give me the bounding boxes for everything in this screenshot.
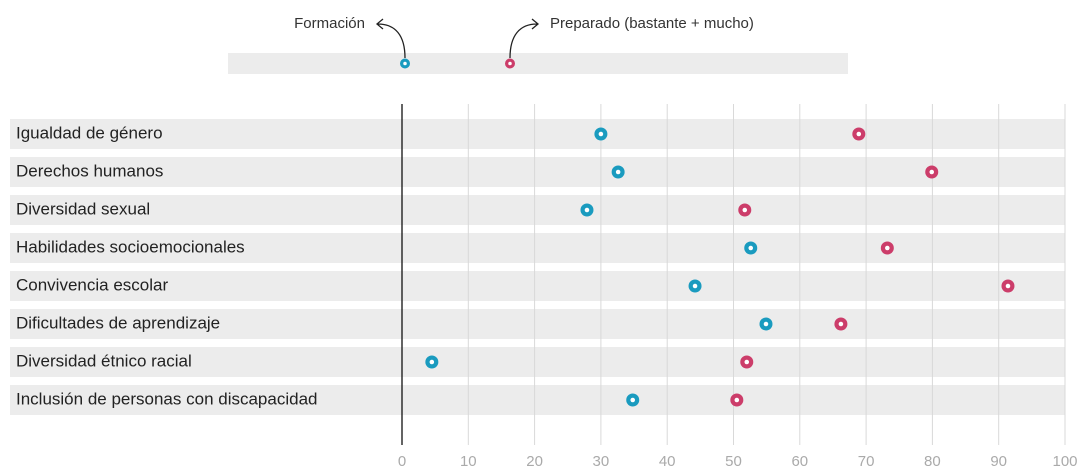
dot-center	[929, 169, 935, 175]
y-tick-label: Diversidad sexual	[16, 199, 150, 218]
row-band	[10, 347, 1065, 377]
dot-center	[508, 61, 512, 66]
y-tick-label: Inclusión de personas con discapacidad	[16, 389, 317, 408]
legend-band	[228, 53, 848, 74]
legend-label: Preparado (bastante + mucho)	[550, 15, 754, 32]
x-tick-label: 0	[398, 453, 406, 470]
y-tick-label: Habilidades socioemocionales	[16, 237, 245, 256]
row-band	[10, 385, 1065, 415]
x-tick-label: 90	[990, 453, 1007, 470]
x-tick-label: 30	[593, 453, 610, 470]
legend-label: Formación	[294, 15, 365, 32]
x-tick-label: 60	[791, 453, 808, 470]
dot-center	[744, 359, 750, 365]
dot-center	[692, 283, 698, 289]
x-tick-label: 100	[1052, 453, 1077, 470]
dot-center	[429, 359, 435, 365]
legend-arrow	[375, 18, 406, 59]
dot-center	[742, 207, 748, 213]
y-tick-label: Derechos humanos	[16, 161, 163, 180]
dot-center	[598, 131, 604, 137]
x-tick-label: 40	[659, 453, 676, 470]
x-tick-label: 20	[526, 453, 543, 470]
row-band	[10, 271, 1065, 301]
row-band	[10, 195, 1065, 225]
y-tick-label: Diversidad étnico racial	[16, 351, 192, 370]
dot-center	[763, 321, 769, 327]
dot-center	[615, 169, 621, 175]
legend-arrow	[509, 18, 540, 59]
dot-center	[403, 61, 407, 66]
x-tick-label: 10	[460, 453, 477, 470]
x-tick-label: 70	[858, 453, 875, 470]
y-tick-label: Igualdad de género	[16, 123, 163, 142]
row-band	[10, 309, 1065, 339]
dot-center	[1005, 283, 1011, 289]
x-tick-label: 80	[924, 453, 941, 470]
x-tick-label: 50	[725, 453, 742, 470]
dot-center	[856, 131, 862, 137]
y-tick-label: Dificultades de aprendizaje	[16, 313, 220, 332]
dot-center	[584, 207, 590, 213]
row-band	[10, 119, 1065, 149]
row-band	[10, 157, 1065, 187]
dot-center	[734, 397, 740, 403]
dot-center	[885, 245, 890, 251]
dot-center	[838, 321, 844, 327]
dot-center	[630, 397, 635, 403]
y-tick-label: Convivencia escolar	[16, 275, 168, 294]
dot-center	[748, 245, 754, 251]
